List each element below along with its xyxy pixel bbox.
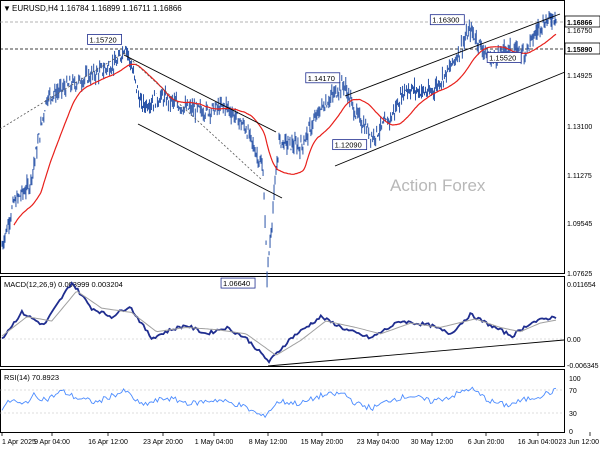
x-tick-label: 23 Apr 20:00	[143, 439, 183, 446]
macd-title: MACD(12,26,9) 0.003999 0.003204	[4, 280, 123, 289]
up-channel-lower	[334, 71, 566, 167]
symbol-label: EURUSD,H4	[12, 4, 59, 13]
last-price-label: 1.16866	[567, 20, 592, 27]
moving-average-line	[13, 33, 557, 226]
main-panel-frame	[0, 0, 565, 274]
x-tick-label: 30 May 12:00	[411, 439, 454, 446]
macd-signal-line	[1, 291, 557, 356]
macd-tick: -0.006345	[567, 363, 599, 370]
macd-support-line	[267, 339, 565, 367]
x-tick-label: 1 May 04:00	[195, 439, 234, 446]
x-tick-label: 6 Jun 20:00	[468, 439, 505, 446]
x-tick-label: 9 Apr 04:00	[34, 439, 70, 446]
y-tick: 1.11275	[567, 173, 592, 180]
y-tick: 1.16750	[567, 28, 592, 35]
swing-label-box	[220, 277, 256, 289]
macd-panel-frame	[0, 276, 565, 367]
swing-label-box	[87, 34, 122, 45]
x-tick-label: 1 Apr 2025	[2, 439, 36, 446]
trend-channels	[0, 13, 566, 367]
swing-label: 1.15520	[489, 53, 516, 62]
last-price-tag	[564, 15, 600, 28]
x-tick-label: 23 Jun 12:00	[559, 439, 600, 446]
swing-label-box	[486, 52, 522, 63]
down-channel-upper	[123, 54, 277, 133]
rsi-line	[1, 386, 557, 419]
rsi-plot	[1, 386, 557, 419]
y-tick: 1.14925	[567, 73, 592, 80]
x-tick-label: 16 Apr 12:00	[88, 439, 128, 446]
down-channel-lower	[137, 123, 283, 199]
dashed-trendline-2	[123, 52, 263, 181]
up-channel-upper	[344, 13, 561, 97]
swing-label: 1.15720	[90, 35, 117, 44]
ref-price-tag	[564, 42, 600, 55]
swing-label-box	[305, 72, 341, 84]
x-tick-label: 8 May 12:00	[249, 439, 288, 446]
x-tick-label: 23 May 04:00	[357, 439, 400, 446]
rsi-tick: 30	[569, 411, 577, 418]
y-tick: 1.09545	[567, 221, 592, 228]
swing-labels: 1.15720 1.06640 1.14170 1.12090 1.16300 1.155…	[87, 14, 522, 289]
rsi-title: RSI(14) 70.8923	[4, 373, 59, 382]
rsi-tick: 70	[569, 388, 577, 395]
x-tick-label: 16 Jun 04:00	[518, 439, 559, 446]
swing-label: 1.14170	[308, 74, 335, 83]
swing-label: 1.12090	[335, 141, 362, 150]
macd-tick: 0.011654	[567, 282, 596, 289]
macd-tick: 0.00	[567, 337, 581, 344]
rsi-tick: 100	[569, 376, 581, 383]
y-tick: 1.07625	[567, 271, 592, 278]
collapse-arrow-icon[interactable]: ▼	[3, 4, 11, 13]
price-axis: 1.16750 1.14925 1.13100 1.11275 1.09545 …	[564, 15, 600, 278]
swing-label: 1.16300	[432, 16, 459, 25]
dashed-trendline	[0, 52, 125, 130]
swing-label-box	[429, 14, 465, 26]
watermark: Action Forex	[390, 176, 486, 195]
y-tick: 1.13100	[567, 124, 592, 131]
macd-plot	[1, 281, 557, 364]
swing-label: 1.06640	[223, 279, 250, 288]
swing-label-box	[332, 139, 368, 151]
rsi-tick: 0	[569, 429, 573, 436]
x-tick-label: 15 May 20:00	[301, 439, 344, 446]
ref-price-label: 1.15890	[567, 47, 592, 54]
ohlc-readout: 1.16784 1.16899 1.16711 1.16866	[60, 4, 182, 13]
price-plot	[1, 11, 557, 288]
